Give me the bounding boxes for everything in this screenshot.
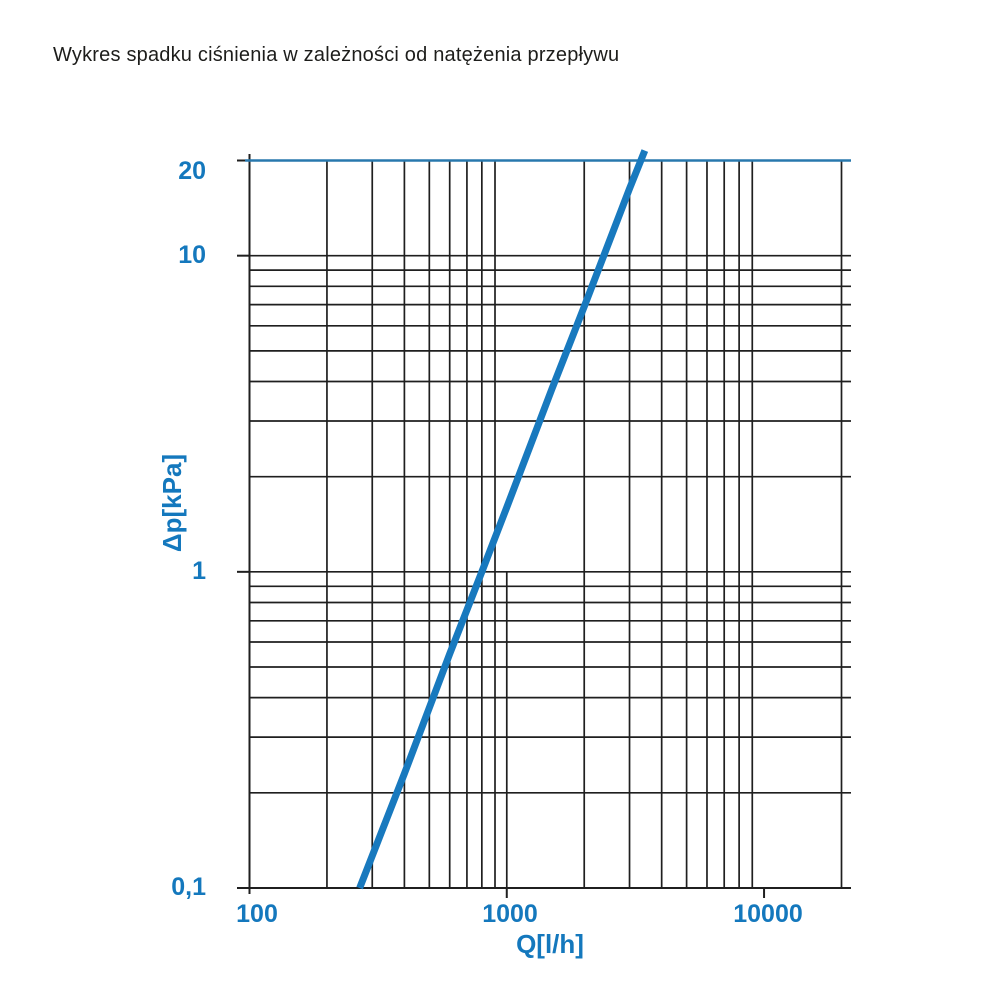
y-tick-label-20: 20 bbox=[178, 157, 206, 185]
x-tick-label-1000: 1000 bbox=[482, 900, 538, 928]
x-tick-label-100: 100 bbox=[236, 900, 278, 928]
y-tick-label-0-1: 0,1 bbox=[171, 873, 206, 901]
pressure-drop-curve bbox=[356, 149, 649, 890]
y-axis-title: Δp[kPa] bbox=[157, 453, 187, 553]
x-axis-title: Q[l/h] bbox=[516, 929, 584, 959]
y-tick-label-1: 1 bbox=[192, 557, 206, 585]
x-tick-label-10000: 10000 bbox=[733, 900, 803, 928]
y-tick-label-10: 10 bbox=[178, 241, 206, 269]
page-title: Wykres spadku ciśnienia w zależności od … bbox=[53, 44, 620, 66]
